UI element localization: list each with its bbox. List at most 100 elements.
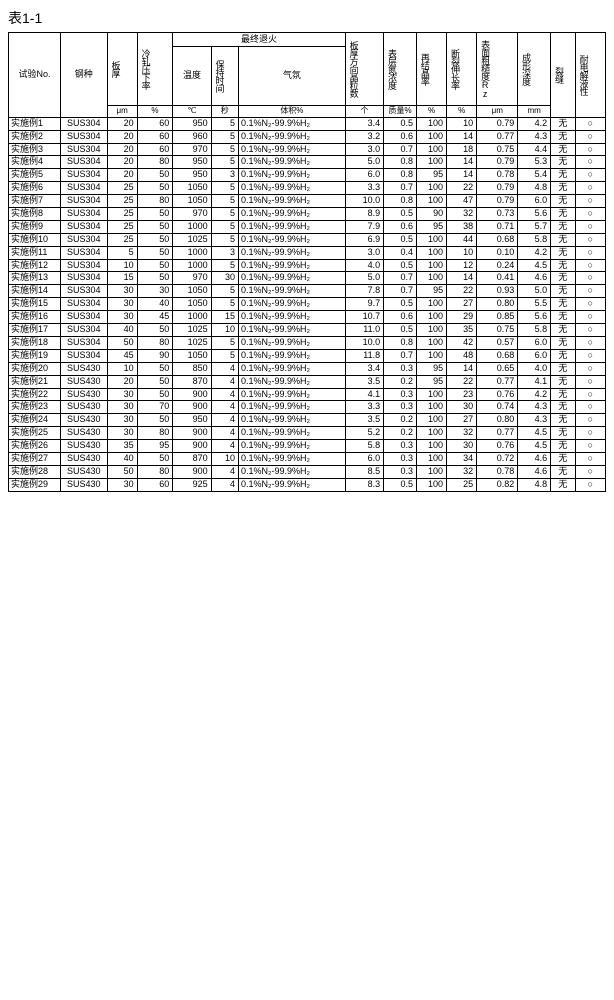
hdr-thk: 板厚: [107, 33, 137, 106]
cell-temp: 925: [173, 478, 211, 491]
cell-cr: 50: [137, 208, 173, 221]
cell-time: 4: [211, 414, 238, 427]
cell-no: 实施例14: [9, 285, 61, 298]
cell-atm: 0.1%N₂-99.9%H₂: [238, 182, 345, 195]
cell-nc: 0.8: [384, 195, 417, 208]
cell-fd: 5.8: [518, 324, 551, 337]
cell-thk: 10: [107, 362, 137, 375]
cell-temp: 900: [173, 427, 211, 440]
cell-crk: 无: [551, 182, 576, 195]
cell-time: 15: [211, 311, 238, 324]
cell-temp: 970: [173, 208, 211, 221]
cell-elc: ○: [575, 452, 605, 465]
cell-no: 实施例26: [9, 440, 61, 453]
cell-crk: 无: [551, 478, 576, 491]
cell-gn: 3.3: [345, 182, 383, 195]
cell-fd: 4.1: [518, 375, 551, 388]
cell-elc: ○: [575, 130, 605, 143]
hdr-no: 试验No.: [9, 33, 61, 118]
cell-cr: 50: [137, 272, 173, 285]
cell-rz: 0.10: [477, 246, 518, 259]
cell-rz: 0.76: [477, 440, 518, 453]
cell-nc: 0.3: [384, 465, 417, 478]
cell-fd: 4.5: [518, 427, 551, 440]
cell-rz: 0.57: [477, 336, 518, 349]
cell-thk: 15: [107, 272, 137, 285]
cell-time: 5: [211, 220, 238, 233]
cell-nc: 0.5: [384, 298, 417, 311]
cell-steel: SUS304: [61, 324, 108, 337]
cell-el: 14: [447, 272, 477, 285]
cell-fd: 4.0: [518, 362, 551, 375]
cell-crk: 无: [551, 169, 576, 182]
cell-steel: SUS430: [61, 414, 108, 427]
cell-elc: ○: [575, 156, 605, 169]
cell-cr: 50: [137, 233, 173, 246]
cell-crk: 无: [551, 117, 576, 130]
cell-crk: 无: [551, 465, 576, 478]
cell-temp: 850: [173, 362, 211, 375]
cell-gn: 8.5: [345, 465, 383, 478]
cell-elc: ○: [575, 233, 605, 246]
cell-no: 实施例10: [9, 233, 61, 246]
cell-temp: 950: [173, 117, 211, 130]
cell-cr: 50: [137, 414, 173, 427]
cell-time: 4: [211, 440, 238, 453]
cell-no: 实施例27: [9, 452, 61, 465]
cell-no: 实施例21: [9, 375, 61, 388]
cell-rc: 100: [416, 349, 446, 362]
cell-no: 实施例3: [9, 143, 61, 156]
cell-rz: 0.82: [477, 478, 518, 491]
cell-gn: 3.0: [345, 143, 383, 156]
cell-time: 5: [211, 117, 238, 130]
cell-cr: 70: [137, 401, 173, 414]
cell-crk: 无: [551, 246, 576, 259]
cell-thk: 25: [107, 182, 137, 195]
cell-time: 4: [211, 465, 238, 478]
cell-thk: 30: [107, 388, 137, 401]
cell-no: 实施例19: [9, 349, 61, 362]
cell-nc: 0.7: [384, 182, 417, 195]
cell-gn: 4.1: [345, 388, 383, 401]
table-row: 实施例6SUS3042550105050.1%N₂-99.9%H₂3.30.71…: [9, 182, 606, 195]
cell-nc: 0.8: [384, 336, 417, 349]
cell-rz: 0.75: [477, 324, 518, 337]
cell-cr: 80: [137, 336, 173, 349]
hdr-gn: 板厚方向晶粒数: [345, 33, 383, 106]
cell-el: 38: [447, 220, 477, 233]
cell-elc: ○: [575, 272, 605, 285]
cell-thk: 20: [107, 375, 137, 388]
cell-thk: 30: [107, 414, 137, 427]
cell-atm: 0.1%N₂-99.9%H₂: [238, 117, 345, 130]
cell-rz: 0.68: [477, 233, 518, 246]
cell-thk: 50: [107, 465, 137, 478]
cell-thk: 45: [107, 349, 137, 362]
unit-nc: 质量%: [384, 106, 417, 118]
cell-rc: 100: [416, 465, 446, 478]
cell-nc: 0.2: [384, 427, 417, 440]
cell-steel: SUS304: [61, 259, 108, 272]
cell-rc: 100: [416, 130, 446, 143]
cell-rc: 100: [416, 414, 446, 427]
cell-atm: 0.1%N₂-99.9%H₂: [238, 440, 345, 453]
cell-temp: 1050: [173, 182, 211, 195]
cell-time: 3: [211, 246, 238, 259]
unit-rz: μm: [477, 106, 518, 118]
cell-rz: 0.76: [477, 388, 518, 401]
cell-rc: 100: [416, 156, 446, 169]
cell-gn: 6.9: [345, 233, 383, 246]
cell-el: 22: [447, 182, 477, 195]
cell-elc: ○: [575, 169, 605, 182]
cell-atm: 0.1%N₂-99.9%H₂: [238, 375, 345, 388]
table-row: 实施例12SUS3041050100050.1%N₂-99.9%H₂4.00.5…: [9, 259, 606, 272]
cell-rz: 0.80: [477, 298, 518, 311]
cell-time: 5: [211, 182, 238, 195]
cell-thk: 20: [107, 143, 137, 156]
cell-no: 实施例13: [9, 272, 61, 285]
cell-cr: 50: [137, 169, 173, 182]
cell-crk: 无: [551, 311, 576, 324]
hdr-cr: 冷轧压下率: [137, 33, 173, 106]
hdr-time: 保持时间: [211, 47, 238, 106]
cell-cr: 80: [137, 427, 173, 440]
table-body: 实施例1SUS304206095050.1%N₂-99.9%H₂3.40.510…: [9, 117, 606, 491]
